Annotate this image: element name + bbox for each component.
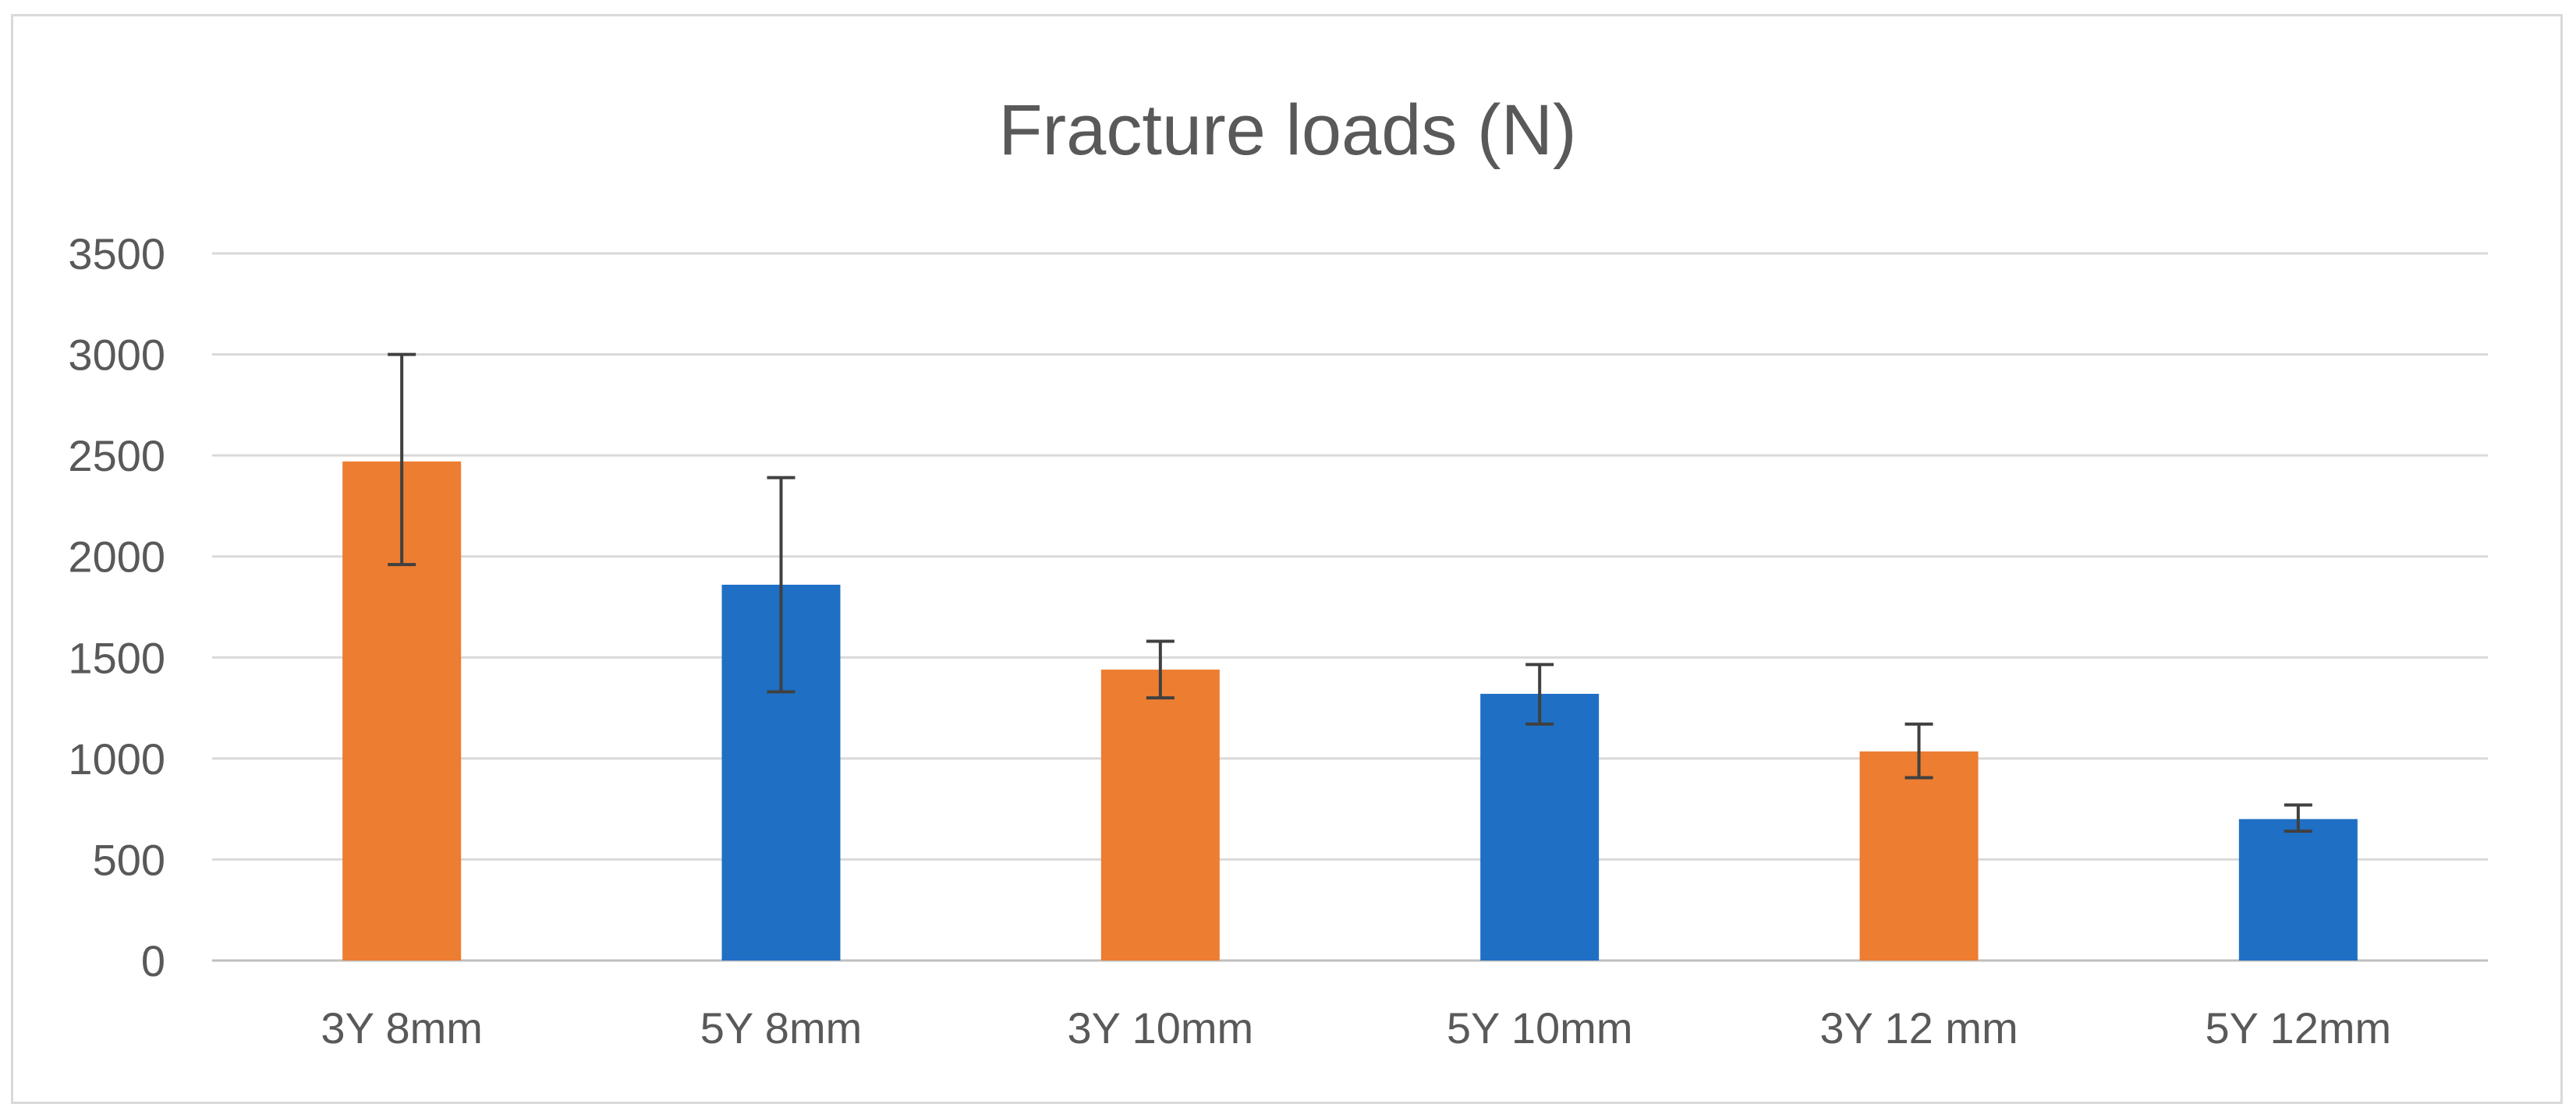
bar	[1480, 693, 1600, 961]
y-tick-label: 1500	[68, 633, 165, 682]
x-tick-label: 5Y 12mm	[2206, 1003, 2392, 1053]
error-bars	[388, 352, 2312, 833]
y-tick-label: 2000	[68, 532, 165, 582]
y-tick-label: 2500	[68, 431, 165, 480]
x-tick-label: 5Y 8mm	[700, 1003, 862, 1053]
x-tick-label: 3Y 10mm	[1068, 1003, 1254, 1053]
bar	[1859, 751, 1979, 961]
y-tick-label: 1000	[68, 734, 165, 784]
chart-title: Fracture loads (N)	[998, 90, 1576, 170]
gridlines	[212, 252, 2488, 962]
x-axis-ticks: 3Y 8mm 5Y 8mm 3Y 10mm 5Y 10mm 3Y 12 mm 5Y 12m…	[321, 1003, 2391, 1053]
y-axis-ticks: 0 500 1000 1500 2000 2500 3000 3500	[68, 229, 165, 985]
y-tick-label: 500	[93, 835, 165, 884]
y-tick-label: 3500	[68, 229, 165, 278]
bar	[1100, 669, 1220, 961]
bar	[2238, 819, 2358, 961]
x-tick-label: 5Y 10mm	[1447, 1003, 1633, 1053]
y-tick-label: 3000	[68, 331, 165, 380]
y-tick-label: 0	[141, 936, 165, 985]
x-tick-label: 3Y 12 mm	[1819, 1003, 2018, 1053]
x-tick-label: 3Y 8mm	[321, 1003, 482, 1053]
bars	[342, 461, 2358, 961]
